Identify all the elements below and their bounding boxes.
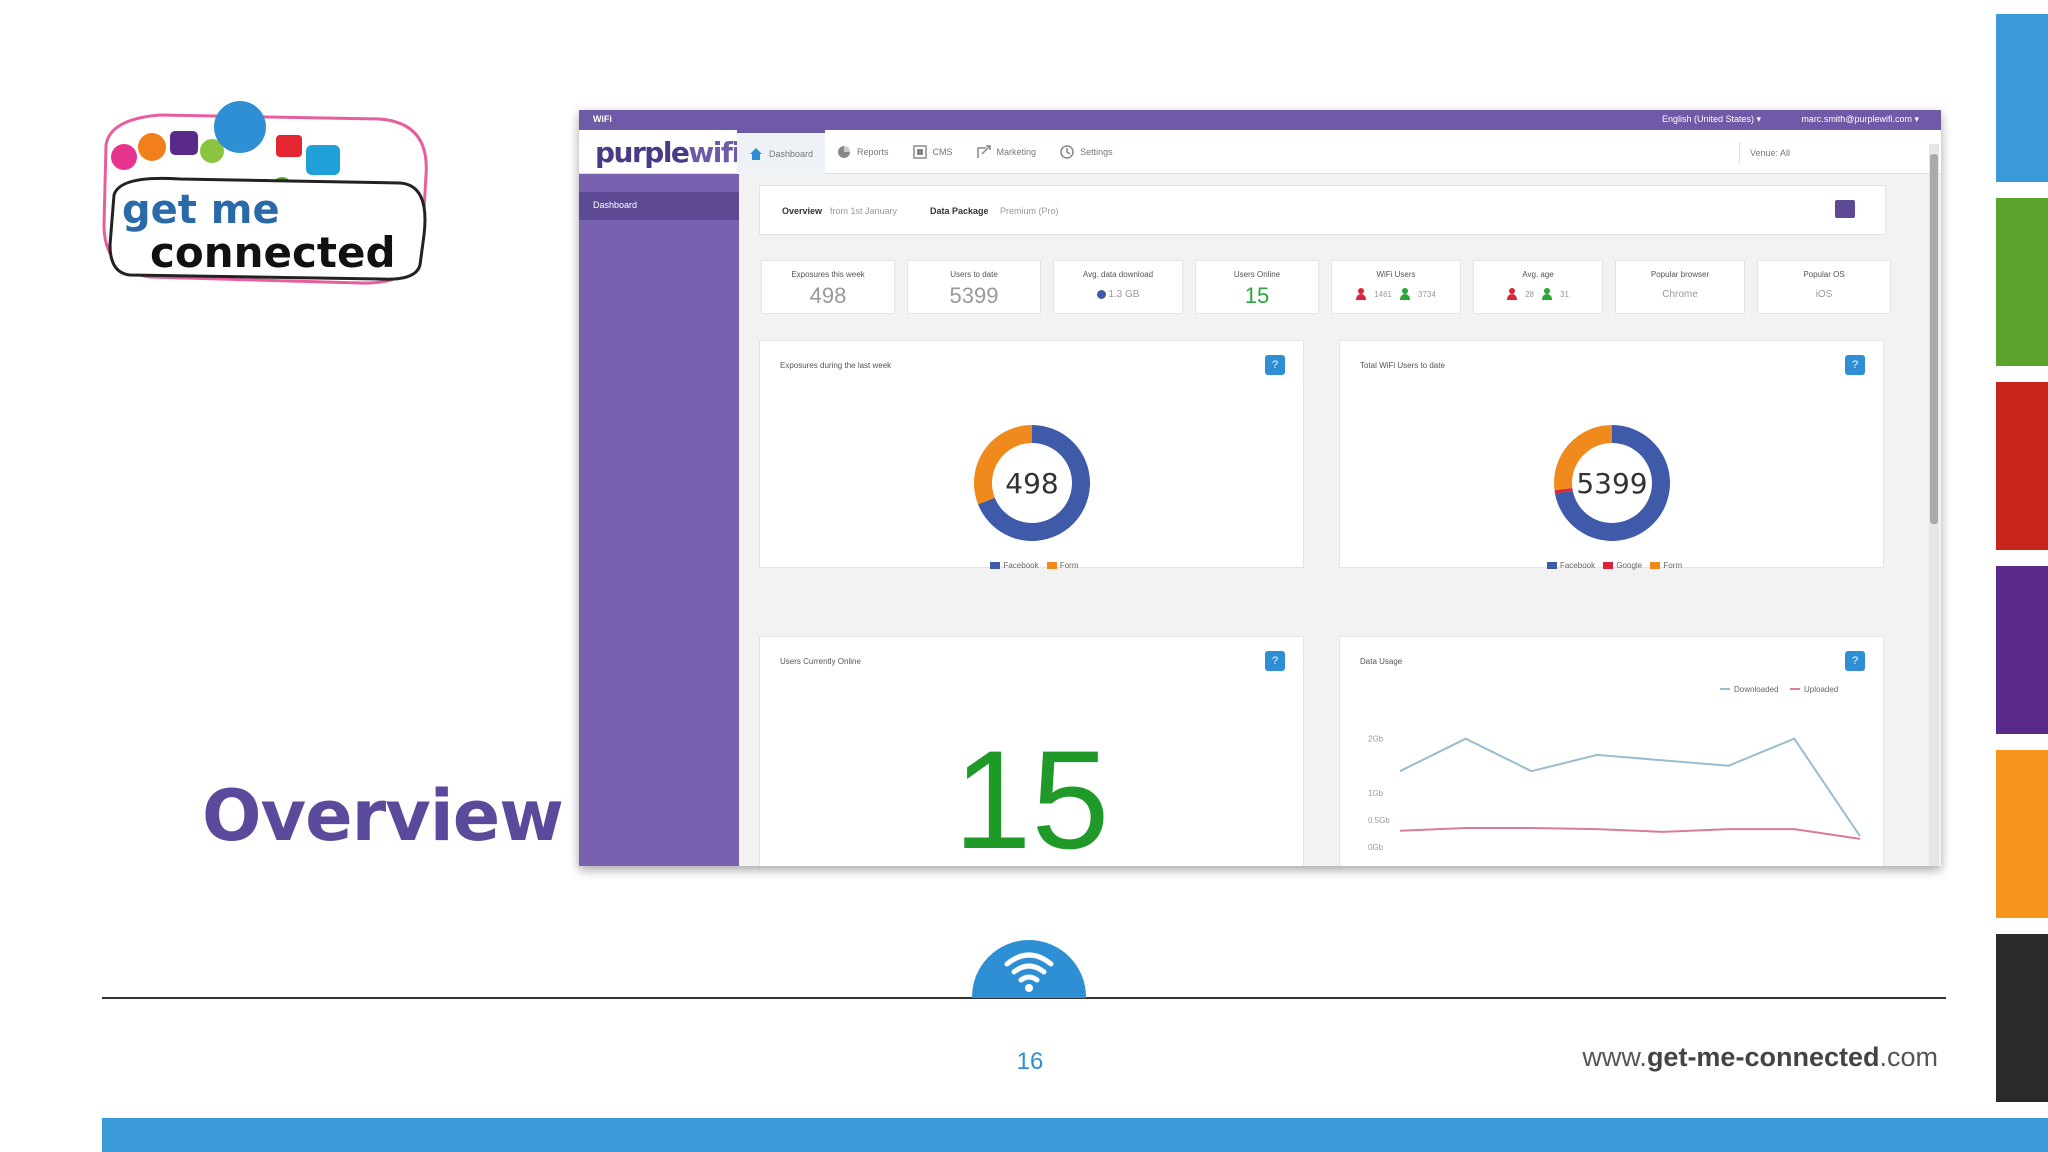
card-total-users: Total WiFi Users to date ? 5399 Facebook… xyxy=(1339,340,1884,570)
exposures-donut: 498 xyxy=(973,425,1090,541)
male-icon xyxy=(1542,288,1552,300)
download-icon[interactable] xyxy=(1835,200,1855,218)
series-line-downloaded xyxy=(1399,737,1861,837)
bottom-band xyxy=(102,1118,2048,1152)
tab-settings[interactable]: Settings xyxy=(1048,130,1125,174)
slide-title: Overview xyxy=(202,775,564,857)
overview-label: Overview xyxy=(782,206,823,216)
donut-slice-facebook xyxy=(1554,425,1670,541)
y-tick-label: 0.5Gb xyxy=(1368,816,1390,825)
dashboard-screenshot: WiFi English (United States) ▾ marc.smit… xyxy=(579,110,1941,866)
stat-users-online: Users Online 15 xyxy=(1195,260,1319,314)
package-value: Premium (Pro) xyxy=(1000,206,1059,216)
exposures-legend: Facebook Form xyxy=(760,561,1303,570)
stat-wifi-users: WiFi Users 1461 3734 xyxy=(1331,260,1461,314)
main-nav: Dashboard Reports CMS Marketing Settings xyxy=(737,130,1125,174)
help-icon[interactable]: ? xyxy=(1845,651,1865,671)
total-users-legend: Facebook Google Form xyxy=(1340,561,1883,570)
side-color-block xyxy=(1996,198,2048,366)
divider-line xyxy=(102,997,1946,999)
scrollbar[interactable] xyxy=(1929,144,1939,866)
donut-center-label: 498 xyxy=(1005,467,1058,500)
series-line-uploaded xyxy=(1399,827,1861,840)
package-label: Data Package xyxy=(930,206,989,216)
cms-icon xyxy=(912,145,927,159)
data-usage-chart: 2Gb 1Gb 0.5Gb 0Gb Downloaded Uploaded xyxy=(1368,685,1861,852)
brand-tag: WiFi xyxy=(593,114,612,124)
settings-icon xyxy=(1060,145,1074,159)
y-tick-label: 2Gb xyxy=(1368,735,1384,744)
download-speed-icon xyxy=(1096,289,1106,299)
stat-users-to-date: Users to date 5399 xyxy=(907,260,1041,314)
side-color-block xyxy=(1996,382,2048,550)
app-sidebar: Dashboard xyxy=(579,174,739,866)
logo-line2: connected xyxy=(150,228,396,277)
card-data-usage: Data Usage ? 2Gb 1Gb 0.5Gb 0Gb Downloaded Upl… xyxy=(1339,636,1884,866)
get-me-connected-logo: get me connected xyxy=(100,95,440,295)
tab-dashboard[interactable]: Dashboard xyxy=(737,130,826,174)
tab-cms[interactable]: CMS xyxy=(901,130,965,174)
tab-reports[interactable]: Reports xyxy=(825,130,901,174)
y-tick-label: 1Gb xyxy=(1368,789,1384,798)
sidebar-item-dashboard[interactable]: Dashboard xyxy=(579,192,739,220)
side-color-block xyxy=(1996,934,2048,1102)
home-icon xyxy=(749,147,763,161)
user-menu[interactable]: marc.smith@purplewifi.com ▾ xyxy=(1801,114,1919,124)
card-exposures: Exposures during the last week ? 498 Fac… xyxy=(759,340,1304,570)
donut-slice-form xyxy=(973,425,1032,505)
help-icon[interactable]: ? xyxy=(1265,355,1285,375)
stat-popular-os: Popular OS iOS xyxy=(1757,260,1891,314)
app-topbar: WiFi English (United States) ▾ marc.smit… xyxy=(579,110,1941,130)
purplewifi-logo: purplewifi xyxy=(595,136,741,169)
card-users-online: Users Currently Online ? 15 xyxy=(759,636,1304,866)
language-selector[interactable]: English (United States) ▾ xyxy=(1661,114,1761,124)
logo-line1: get me xyxy=(122,187,280,233)
overview-breadcrumb: Overview from 1st January Data Package P… xyxy=(759,185,1886,235)
female-icon xyxy=(1356,288,1367,300)
scrollbar-thumb[interactable] xyxy=(1930,154,1938,524)
stat-exposures: Exposures this week 498 xyxy=(761,260,895,314)
stat-popular-browser: Popular browser Chrome xyxy=(1615,260,1745,314)
marketing-icon xyxy=(976,145,991,159)
donut-center-label: 5399 xyxy=(1576,467,1647,500)
users-online-count: 15 xyxy=(953,721,1110,866)
total-users-donut: 5399 xyxy=(1553,425,1670,541)
stat-avg-download: Avg. data download 1.3 GB xyxy=(1053,260,1183,314)
side-color-block xyxy=(1996,14,2048,182)
stat-avg-age: Avg. age 28 31 xyxy=(1473,260,1603,314)
wifi-icon xyxy=(972,940,1086,998)
pie-chart-icon xyxy=(837,145,851,159)
donut-slice-form xyxy=(1553,425,1612,491)
donut-slice-facebook xyxy=(977,425,1090,541)
legend-label: Downloaded xyxy=(1734,685,1778,694)
venue-select[interactable]: Venue: All xyxy=(1739,142,1915,164)
legend-label: Uploaded xyxy=(1804,685,1838,694)
side-color-block xyxy=(1996,566,2048,734)
help-icon[interactable]: ? xyxy=(1845,355,1865,375)
side-color-block xyxy=(1996,750,2048,918)
male-icon xyxy=(1400,288,1410,300)
donut-slice-google xyxy=(1553,488,1573,494)
app-header: purplewifi Dashboard Reports CMS Marketi… xyxy=(579,130,1941,174)
help-icon[interactable]: ? xyxy=(1265,651,1285,671)
website-url[interactable]: www.get-me-connected.com xyxy=(1582,1042,1938,1072)
page-number: 16 xyxy=(1016,1048,1044,1075)
female-icon xyxy=(1507,288,1518,300)
tab-marketing[interactable]: Marketing xyxy=(965,130,1049,174)
y-tick-label: 0Gb xyxy=(1368,843,1384,852)
overview-value: from 1st January xyxy=(830,206,898,216)
